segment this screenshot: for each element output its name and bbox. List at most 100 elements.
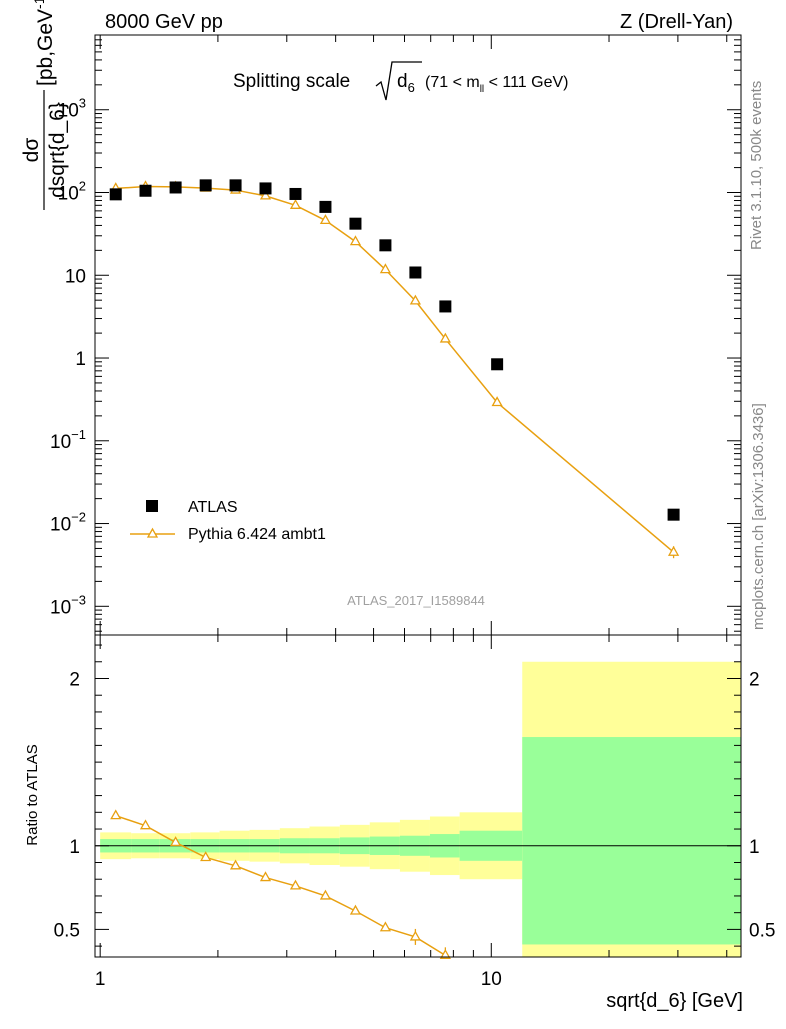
tick-label-base: 10 [50,515,71,536]
ratio-y-tick-label: 0.5 [54,920,80,941]
mc-ratio-point [409,930,422,941]
atlas-point [229,179,242,192]
atlas-point [379,239,392,252]
sqrt-symbol [375,61,422,101]
mc-point [259,189,272,200]
tick-label-base: 10 [50,432,71,453]
mc-ratio-point [169,836,182,847]
mc-ratio-point [229,859,242,870]
ylabel-numerator: dσ [20,138,43,163]
atlas-point [491,358,504,371]
tick-label-base: 10 [50,597,71,618]
ratio-y-tick-label-right: 2 [749,669,760,690]
mc-ratio-point [319,889,332,900]
ylabel-denominator: dsqrt{d_6} [46,102,69,198]
ratio-y-tick-label: 1 [69,837,80,858]
mc-ratio-point [200,851,212,862]
x-axis-label: sqrt{d_6} [GeV] [606,990,743,1012]
main-y-axis-label: dσ dsqrt{d_6} [pb,GeV-1] [20,0,69,210]
mc-ratio-point [259,871,272,882]
title-cond-b: < 111 GeV) [484,74,568,91]
mc-ratio-point [289,879,302,890]
ratio-uncertainty-bands [100,661,741,957]
x-tick-label: 10 [481,969,502,990]
ylabel-unit-sup: -1 [31,0,47,9]
ylabel-unit: [pb,GeV-1] [31,0,57,86]
main-y-tick-label: 10−2 [50,510,86,536]
mc-point [319,214,332,225]
legend-atlas-marker [146,500,158,512]
tick-label-exponent: 2 [79,178,86,193]
inner-band-bin [522,737,741,945]
legend-mc-label: Pythia 6.424 ambt1 [188,526,326,543]
ratio-y-tick-label-right: 0.5 [749,920,775,941]
legend-atlas-label: ATLAS [188,499,238,516]
mc-ratio-series [110,809,451,959]
tick-label-exponent: −3 [71,592,86,607]
mc-ratio-point [110,809,122,820]
main-y-tick-label: 1 [75,349,86,370]
atlas-point [409,266,422,279]
title-cond-a: (71 < m [425,74,480,91]
tick-label-base: 10 [58,101,79,122]
watermark-analysis-id: ATLAS_2017_I1589844 [347,593,485,608]
main-plot: Splitting scale d6 (71 < mll < 111 GeV) … [20,0,742,636]
ylabel-unit-text: [pb,GeV [34,9,57,86]
atlas-series [109,179,680,521]
title-main-text: Splitting scale [233,71,350,92]
legend: ATLAS Pythia 6.424 ambt1 [130,499,326,543]
main-axis-ticks [95,34,741,635]
ratio-y-tick-label-right: 1 [749,837,760,858]
mcplots-label: mcplots.cern.ch [arXiv:1306.3436] [750,403,767,630]
tick-label-exponent: 3 [79,96,86,111]
tick-label-exponent: −2 [71,510,86,525]
atlas-point [667,508,680,521]
mc-ratio-line [115,814,446,956]
main-plot-frame [94,34,742,636]
ratio-y-tick-labels: 0.5 0.5 1 1 2 2 [54,669,776,941]
title-cond-sub: ll [480,84,484,95]
atlas-point [289,187,302,200]
title-symbol-sub: 6 [408,80,415,95]
title-condition: (71 < mll < 111 GeV) [425,74,568,95]
mc-ratio-point [139,819,152,830]
mc-line [115,185,675,553]
rivet-version-label: Rivet 3.1.10, 500k events [748,81,765,250]
main-y-tick-label: 103 [58,96,86,122]
ratio-y-axis-label: Ratio to ATLAS [24,744,41,845]
atlas-point [349,217,362,230]
legend-mc-marker [146,527,159,538]
tick-label-base: 1 [75,349,86,370]
tick-label-base: 10 [58,183,79,204]
mc-point [439,332,451,343]
mc-ratio-point [379,921,392,932]
mc-point [349,235,362,246]
mc-point [409,294,422,305]
ratio-y-tick-label: 2 [69,669,80,690]
x-tick-labels: 1 10 [95,969,502,990]
mc-point [491,396,503,407]
main-y-tick-label: 10−1 [50,427,86,453]
x-tick-label: 1 [95,969,106,990]
tick-label-exponent: −1 [71,427,86,442]
ratio-plot-frame [94,634,742,958]
atlas-point [319,200,332,213]
header-right-label: Z (Drell-Yan) [620,11,733,33]
mc-ratio-point [349,904,362,915]
main-title: Splitting scale [233,71,350,92]
ratio-axis-ticks [95,635,741,957]
mc-point [379,263,392,274]
main-y-tick-label: 10−3 [50,592,86,618]
main-y-tick-label: 102 [58,178,86,204]
ratio-plot: 0.5 0.5 1 1 2 2 1 10 Ratio to ATLAS sqrt{d_6} … [24,634,776,1012]
atlas-point [139,184,152,197]
mc-ratio-point [439,949,451,959]
atlas-point [259,182,272,195]
title-symbol: d6 [397,71,415,95]
atlas-point [439,300,452,313]
title-symbol-d: d [397,71,408,92]
mc-point [289,198,302,209]
tick-label-base: 10 [65,266,86,287]
